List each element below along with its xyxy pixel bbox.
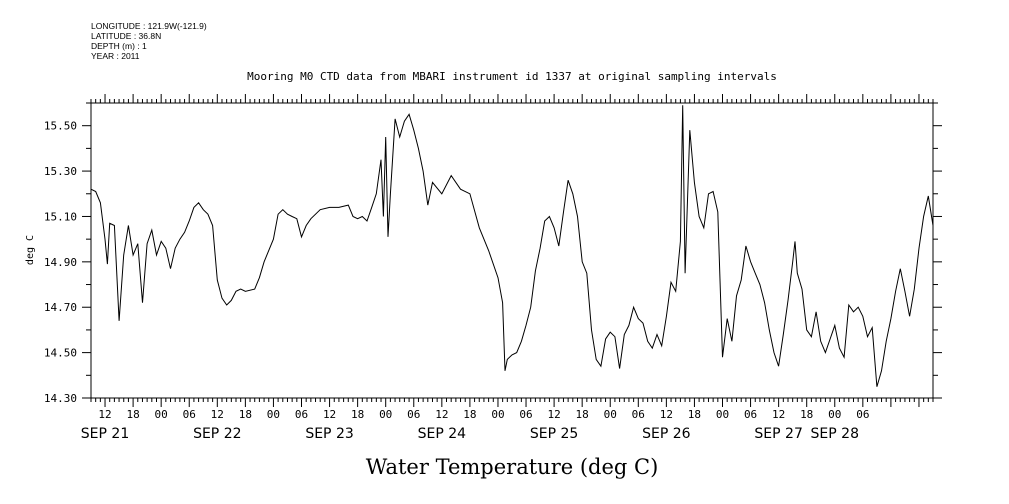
x-day-label: SEP 24	[418, 426, 467, 442]
y-tick-label: 14.50	[44, 347, 77, 360]
x-hour-label: 06	[744, 408, 757, 421]
y-tick-label: 14.70	[44, 301, 77, 314]
year-label: YEAR : 2011	[91, 51, 140, 61]
x-hour-label: 12	[435, 408, 448, 421]
x-hour-label: 18	[800, 408, 813, 421]
x-day-label: SEP 22	[193, 426, 241, 442]
x-hour-label: 18	[463, 408, 476, 421]
x-hour-label: 12	[98, 408, 111, 421]
x-hour-label: 06	[295, 408, 308, 421]
x-hour-label: 00	[155, 408, 168, 421]
y-tick-labels: 14.30 14.50 14.70 14.90 15.10 15.30 15.50	[44, 120, 77, 405]
series-line	[90, 105, 934, 387]
x-hour-label: 00	[267, 408, 280, 421]
x-day-label: SEP 26	[642, 426, 691, 442]
x-hour-label: 00	[716, 408, 729, 421]
x-day-label: SEP 25	[530, 426, 578, 442]
x-hour-label: 18	[126, 408, 139, 421]
x-hour-label: 00	[828, 408, 841, 421]
x-hour-label: 18	[576, 408, 589, 421]
y-tick-label: 15.10	[44, 210, 77, 223]
y-axis-label: deg C	[25, 235, 36, 265]
x-hour-label: 06	[407, 408, 420, 421]
axis-ticks	[82, 94, 942, 407]
x-day-label: SEP 27	[754, 426, 802, 442]
x-hour-label: 06	[632, 408, 645, 421]
x-hour-label: 06	[856, 408, 869, 421]
latitude-label: LATITUDE : 36.8N	[91, 31, 162, 41]
x-hour-label: 18	[351, 408, 364, 421]
x-hour-label: 12	[211, 408, 224, 421]
x-hour-label: 00	[491, 408, 504, 421]
y-tick-label: 14.30	[44, 392, 77, 405]
station-metadata: LONGITUDE : 121.9W(-121.9) LATITUDE : 36…	[91, 21, 207, 61]
x-hour-label: 12	[772, 408, 785, 421]
x-hour-label: 12	[323, 408, 336, 421]
x-day-label: SEP 23	[305, 426, 353, 442]
plot-frame	[90, 102, 934, 399]
x-hour-label: 06	[183, 408, 196, 421]
x-hour-label: 18	[239, 408, 252, 421]
x-axis-label: Water Temperature (deg C)	[366, 455, 659, 479]
x-hour-label: 00	[379, 408, 392, 421]
x-hour-label: 18	[688, 408, 701, 421]
y-tick-label: 15.30	[44, 165, 77, 178]
x-hour-label: 12	[660, 408, 673, 421]
x-hour-label: 06	[519, 408, 532, 421]
x-day-label: SEP 21	[81, 426, 129, 442]
x-day-label: SEP 28	[811, 426, 859, 442]
y-tick-label: 15.50	[44, 120, 77, 133]
longitude-label: LONGITUDE : 121.9W(-121.9)	[91, 21, 207, 31]
x-hour-label: 00	[604, 408, 617, 421]
y-tick-label: 14.90	[44, 256, 77, 269]
x-hour-label: 12	[547, 408, 560, 421]
chart-title: Mooring M0 CTD data from MBARI instrumen…	[247, 70, 777, 83]
x-tick-labels: 12 18 00 06 12 18 00 06 12 18 00 06 12 18 00 06 12 18 00 06…	[81, 408, 870, 442]
depth-label: DEPTH (m) : 1	[91, 41, 147, 51]
